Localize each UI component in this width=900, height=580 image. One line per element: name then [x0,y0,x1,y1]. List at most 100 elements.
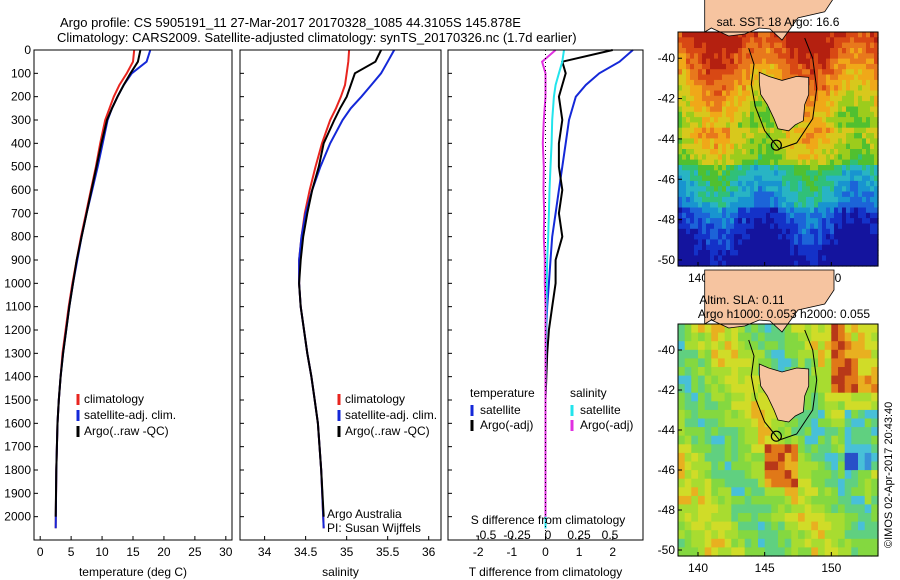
map-cell [718,513,726,523]
map-cell [678,122,683,129]
map-cell [742,228,747,235]
map-cell [838,384,846,394]
x-axis-label-difference: T difference from climatology [469,565,623,579]
map-cell [764,461,772,471]
map-cell [714,154,719,161]
map-cell [718,111,723,118]
map-cell [746,154,751,161]
map-cell [814,106,819,113]
map-cell [786,244,791,251]
map-cell [858,138,863,145]
map-cell [778,175,783,182]
map-cell [854,228,859,235]
map-cell [830,42,835,49]
map-cell [790,154,795,161]
map-cell [804,427,812,437]
map-cell [810,212,815,219]
map-cell [806,212,811,219]
map-cell [871,367,879,377]
map-cell [794,53,799,60]
map-x-tick-label: 145 [755,561,775,575]
map-cell [854,79,859,86]
map-cell [758,255,763,262]
map-cell [798,207,803,214]
map-cell [814,37,819,44]
map-cell [846,95,851,102]
map-cell [686,149,691,155]
map-cell [750,42,755,49]
map-cell [682,117,687,123]
map-cell [858,418,866,428]
map-cell [826,191,831,198]
map-cell [844,384,852,394]
map-cell [684,521,692,531]
map-cell [742,175,747,182]
map-cell [766,180,771,187]
map-cell [871,332,879,342]
map-cell [738,180,743,187]
map-cell [751,478,759,488]
map-cell [750,207,755,214]
map-cell [838,63,843,70]
map-cell [834,90,839,97]
map-cell [718,234,723,240]
map-cell [790,223,795,230]
map-cell [838,332,846,342]
map-cell [706,63,711,70]
map-cell [686,191,691,198]
map-cell [838,191,843,198]
map-cell [731,435,739,445]
map-cell [698,324,706,334]
map-cell [818,175,823,182]
map-cell [718,69,723,76]
map-cell [746,175,751,182]
map-cell [746,196,751,203]
map-cell [784,332,792,342]
map-cell [791,332,799,342]
map-cell [771,452,779,463]
map-cell [842,122,847,129]
map-cell [698,332,706,342]
map-cell [690,42,695,49]
map-cell [831,530,839,540]
map-cell [790,143,795,150]
map-cell [682,239,687,246]
map-cell [798,223,803,230]
map-cell [798,470,806,480]
map-cell [726,58,731,65]
map-cell [774,212,779,219]
map-cell [854,95,859,102]
map-cell [730,255,735,262]
map-cell [702,122,707,129]
map-cell [782,149,787,155]
map-cell [754,95,759,102]
map-cell [698,138,703,145]
map-cell [711,324,719,334]
map-cell [870,159,875,166]
map-cell [718,244,723,251]
map-cell [830,228,835,235]
map-cell [678,74,683,81]
map-cell [744,547,752,557]
map-cell [722,90,727,97]
map-cell [842,239,847,246]
map-cell [811,392,819,402]
map-cell [724,521,732,531]
map-cell [690,69,695,76]
map-cell [830,37,835,44]
map-cell [804,547,812,557]
map-cell [702,165,707,171]
map-cell [698,218,703,224]
map-cell [706,234,711,240]
map-cell [684,530,692,540]
map-cell [862,79,867,86]
map-cell [851,530,859,540]
map-cell [864,478,872,488]
map-cell [738,207,743,214]
map-cell [742,111,747,118]
map-cell [818,133,823,139]
map-cell [706,186,711,193]
y-tick-label: 600 [11,183,31,197]
map-cell [866,159,871,166]
map-cell [798,159,803,166]
